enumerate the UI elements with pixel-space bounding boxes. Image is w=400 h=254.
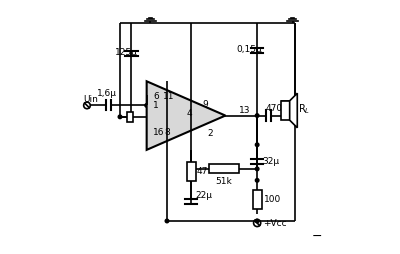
- Text: 1: 1: [153, 101, 159, 110]
- Text: 1,6μ: 1,6μ: [97, 89, 117, 98]
- Bar: [186, 162, 196, 181]
- Text: 0,15μ: 0,15μ: [237, 45, 262, 54]
- Text: +Vcc: +Vcc: [263, 218, 286, 228]
- Text: 11: 11: [163, 92, 175, 101]
- Circle shape: [292, 114, 296, 117]
- Text: 470μ: 470μ: [266, 104, 288, 113]
- Bar: [209, 164, 239, 173]
- Text: 125μ: 125μ: [115, 47, 138, 57]
- Circle shape: [255, 114, 259, 117]
- Text: 32μ: 32μ: [263, 157, 280, 166]
- Text: 51k: 51k: [216, 177, 232, 186]
- Text: −: −: [312, 230, 322, 243]
- Circle shape: [145, 104, 148, 107]
- Text: 8: 8: [164, 128, 170, 137]
- Bar: [252, 190, 262, 209]
- Bar: [280, 101, 290, 120]
- Circle shape: [165, 219, 169, 223]
- Circle shape: [118, 115, 122, 119]
- Text: Uin: Uin: [83, 94, 98, 104]
- Text: 6: 6: [153, 92, 159, 101]
- Text: 100: 100: [264, 195, 281, 204]
- Text: 47: 47: [197, 167, 208, 176]
- Circle shape: [255, 179, 259, 182]
- Text: 2: 2: [207, 129, 213, 138]
- Text: 9: 9: [202, 100, 208, 109]
- Text: 22μ: 22μ: [196, 191, 213, 200]
- Polygon shape: [290, 93, 297, 128]
- Text: 13: 13: [239, 106, 251, 115]
- Text: 16: 16: [153, 128, 164, 137]
- Text: R$_L$: R$_L$: [298, 102, 310, 116]
- Text: 4: 4: [187, 108, 193, 118]
- Polygon shape: [147, 81, 226, 150]
- Bar: [127, 112, 133, 122]
- Circle shape: [255, 219, 259, 223]
- Circle shape: [255, 167, 259, 171]
- Circle shape: [255, 143, 259, 147]
- Circle shape: [189, 167, 193, 171]
